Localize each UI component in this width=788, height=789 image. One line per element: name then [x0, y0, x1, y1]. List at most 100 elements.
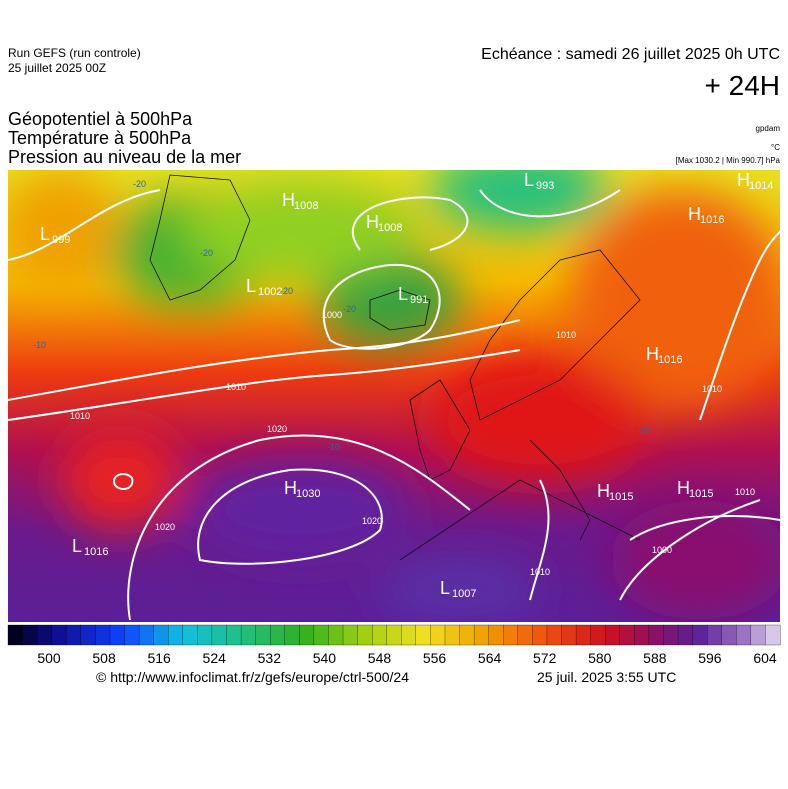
- contour-label: -20: [343, 304, 356, 314]
- colorbar-swatch: [401, 624, 417, 646]
- colorbar-swatch: [7, 624, 24, 646]
- colorbar-label: 540: [313, 650, 337, 666]
- run: Run GEFS (run controle): [8, 46, 141, 60]
- center-value: 999: [52, 234, 70, 246]
- unit-temp: °C: [771, 143, 780, 152]
- colorbar-swatch: [532, 624, 548, 646]
- center-value: 993: [536, 180, 554, 192]
- colorbar-swatch: [95, 624, 111, 646]
- center-value: 1008: [378, 222, 402, 234]
- colorbar-swatch: [750, 624, 766, 646]
- colorbar-swatch: [707, 624, 723, 646]
- colorbar-swatch: [459, 624, 475, 646]
- colorbar-swatch: [473, 624, 490, 646]
- colorbar-swatch: [663, 624, 679, 646]
- issued: 25 juil. 2025 3:55 UTC: [537, 669, 677, 685]
- colorbar-swatch: [80, 624, 96, 646]
- center-letter: L: [72, 536, 82, 556]
- colorbar-swatch: [109, 624, 126, 646]
- colorbar-swatch: [503, 624, 519, 646]
- colorbar-swatch: [517, 624, 533, 646]
- center-letter: L: [246, 276, 256, 296]
- center-value: 1015: [609, 491, 633, 503]
- colorbar-swatch: [168, 624, 184, 646]
- contour-label: -10: [33, 340, 46, 350]
- colorbar-swatch: [66, 624, 82, 646]
- colorbar-label: 516: [147, 650, 171, 666]
- center-value: 1014: [749, 180, 773, 192]
- colorbar-swatch: [240, 624, 257, 646]
- colorbar-swatch: [255, 624, 271, 646]
- coastlines: [149, 174, 641, 561]
- colorbar-swatch: [561, 624, 577, 646]
- contour-label: 1010: [735, 487, 755, 497]
- colorbar-swatch: [124, 624, 140, 646]
- contour-label: 1000: [652, 545, 672, 555]
- center-value: 991: [410, 294, 428, 306]
- contour-labels: 1010 1010 1020 1020 1020 1000 1010 1010 1010 1000…: [33, 179, 755, 577]
- isobars: [8, 189, 780, 621]
- source: © http://www.infoclimat.fr/z/gefs/europe…: [96, 669, 410, 685]
- title-2: Température à 500hPa: [8, 128, 192, 148]
- contour-label: -20: [280, 286, 293, 296]
- colorbar-swatch: [546, 624, 563, 646]
- center-value: 1016: [84, 546, 108, 558]
- colorbar-swatch: [226, 624, 242, 646]
- center-letter: L: [40, 224, 50, 244]
- colorbar-swatch: [372, 624, 388, 646]
- center-letter: H: [597, 481, 610, 501]
- contour-label: 1010: [556, 330, 576, 340]
- colorbar-swatch: [648, 624, 665, 646]
- colorbar-label: 572: [533, 650, 557, 666]
- colorbar-swatch: [22, 624, 38, 646]
- center-letter: H: [688, 204, 701, 224]
- colorbar-label: 500: [37, 650, 61, 666]
- colorbar-swatch: [182, 624, 198, 646]
- title-3: Pression au niveau de la mer: [8, 147, 242, 167]
- center-value: 1008: [294, 200, 318, 212]
- colorbar-swatch: [430, 624, 446, 646]
- colorbar-swatch: [692, 624, 708, 646]
- colorbar-swatch: [284, 624, 300, 646]
- contour-label: 1020: [267, 424, 287, 434]
- colorbar-swatch: [721, 624, 737, 646]
- colorbar-swatch: [619, 624, 635, 646]
- center-letter: L: [524, 170, 534, 190]
- center-value: 1016: [700, 214, 724, 226]
- center-value: 1015: [689, 488, 713, 500]
- center-letter: H: [366, 212, 379, 232]
- colorbar-swatch: [270, 624, 286, 646]
- contour-label: 1000: [322, 310, 342, 320]
- run-date: 25 juillet 2025 00Z: [8, 61, 107, 75]
- colorbar-swatch: [299, 624, 315, 646]
- contour-label: 1010: [226, 382, 246, 392]
- center-letter: L: [398, 284, 408, 304]
- colorbar-label: 604: [753, 650, 777, 666]
- center-letter: H: [646, 344, 659, 364]
- center-letter: L: [440, 578, 450, 598]
- unit-pressure: [Max 1030.2 | Min 990.7] hPa: [675, 156, 780, 165]
- colorbar-swatch: [36, 624, 53, 646]
- center-value: 1016: [658, 354, 682, 366]
- colorbar-swatch: [386, 624, 402, 646]
- valid-time: Echéance : samedi 26 juillet 2025 0h UTC: [481, 46, 780, 63]
- contour-label: -10: [637, 426, 650, 436]
- center-value: 1007: [452, 588, 476, 600]
- colorbar-label: 524: [203, 650, 227, 666]
- contour-label: 1020: [155, 522, 175, 532]
- colorbar-swatch: [634, 624, 650, 646]
- colorbar-swatch: [51, 624, 67, 646]
- contour-label: -10: [327, 442, 340, 452]
- center-value: 1030: [296, 488, 320, 500]
- contour-label: -20: [133, 179, 146, 189]
- colorbar-swatch: [415, 624, 431, 646]
- title-1: Géopotentiel à 500hPa: [8, 109, 193, 129]
- colorbar-swatch: [575, 624, 592, 646]
- unit-gpdam: gpdam: [755, 124, 780, 133]
- colorbar-swatch: [138, 624, 155, 646]
- colorbar-swatch: [313, 624, 330, 646]
- colorbar-label: 508: [92, 650, 116, 666]
